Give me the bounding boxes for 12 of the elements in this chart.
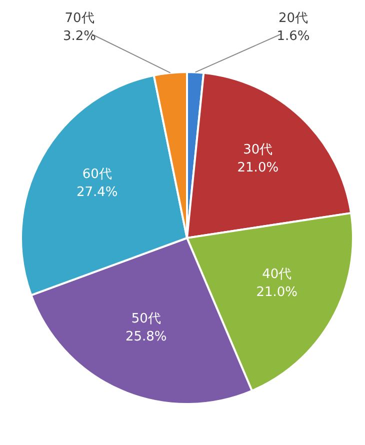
slice-label: 50代	[131, 311, 161, 326]
slice-label: 20代	[278, 11, 308, 26]
slice-label: 40代	[262, 267, 292, 282]
data-label: 25.8%	[125, 329, 167, 344]
slice-label: 30代	[243, 142, 273, 158]
data-label: 1.6%	[276, 29, 310, 44]
data-label: 27.4%	[76, 184, 118, 200]
slice-label: 60代	[82, 166, 112, 182]
data-label: 3.2%	[62, 29, 96, 44]
slice-label: 70代	[64, 11, 94, 26]
data-label: 21.0%	[256, 285, 298, 300]
data-label: 21.0%	[237, 160, 279, 176]
